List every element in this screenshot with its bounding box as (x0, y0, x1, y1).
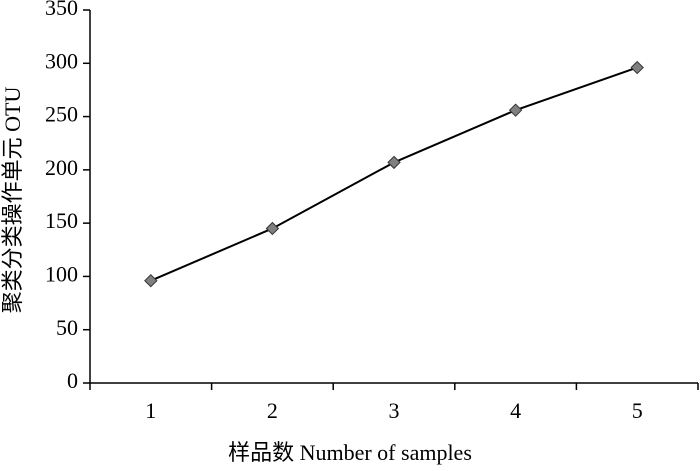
x-tick-label: 3 (389, 398, 400, 423)
marker (508, 103, 523, 117)
marker (387, 155, 401, 170)
y-axis-label: 聚类分类操作单元 OTU (0, 87, 25, 314)
y-tick-label: 50 (56, 315, 78, 340)
line (150, 66, 638, 282)
y-tick-label: 250 (45, 102, 78, 127)
y-tick-label: 100 (45, 261, 78, 286)
y-tick-label: 0 (67, 368, 78, 393)
y-tick-label: 300 (45, 48, 78, 73)
x-axis-label: 样品数 Number of samples (228, 440, 472, 465)
x-tick-label: 2 (267, 398, 278, 423)
y-tick-label: 350 (45, 0, 78, 20)
x-tick-label: 4 (510, 398, 521, 423)
x-tick-label: 1 (145, 398, 156, 423)
x-tick-label: 5 (632, 398, 643, 423)
marker (265, 221, 280, 236)
y-tick-label: 200 (45, 155, 78, 180)
y-tick-label: 150 (45, 208, 78, 233)
marker (630, 60, 644, 75)
marker (144, 273, 158, 288)
